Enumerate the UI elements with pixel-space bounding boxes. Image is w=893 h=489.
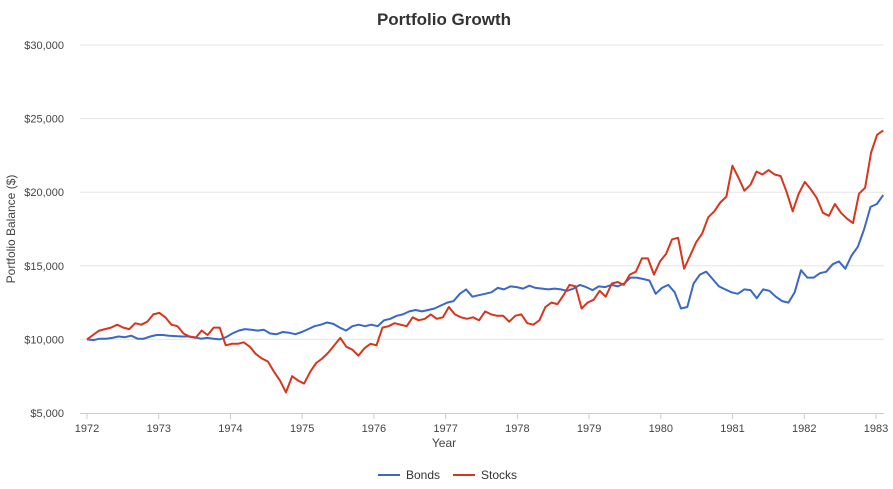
legend: Bonds Stocks xyxy=(378,468,517,482)
x-tick-label: 1980 xyxy=(649,423,673,435)
series-line-bonds xyxy=(86,194,885,342)
legend-label-stocks[interactable]: Stocks xyxy=(481,468,517,482)
series-line-stocks xyxy=(86,129,884,394)
chart-title: Portfolio Growth xyxy=(377,10,511,29)
y-tick-label: $15,000 xyxy=(24,261,64,273)
x-tick-label: 1974 xyxy=(218,423,242,435)
grid-lines xyxy=(80,44,884,340)
x-tick-label: 1981 xyxy=(720,423,744,435)
x-axis: 1972 1973 1974 1975 1976 1977 1978 1979 1980 1981… xyxy=(75,413,888,435)
x-tick-label: 1972 xyxy=(75,423,99,435)
x-tick-label: 1978 xyxy=(505,423,529,435)
x-tick-label: 1982 xyxy=(792,423,816,435)
y-tick-label: $5,000 xyxy=(30,408,64,420)
series-lines xyxy=(86,129,885,394)
x-tick-label: 1979 xyxy=(577,423,601,435)
x-tick-label: 1973 xyxy=(146,423,170,435)
x-tick-label: 1983 xyxy=(864,423,888,435)
y-tick-label: $30,000 xyxy=(24,40,64,52)
x-tick-label: 1975 xyxy=(290,423,314,435)
x-axis-label: Year xyxy=(432,436,456,450)
x-tick-label: 1977 xyxy=(433,423,457,435)
y-axis-ticks: $5,000 $10,000 $15,000 $20,000 $25,000 $30,00… xyxy=(24,40,64,420)
x-tick-label: 1976 xyxy=(362,423,386,435)
legend-label-bonds[interactable]: Bonds xyxy=(406,468,440,482)
y-tick-label: $25,000 xyxy=(24,114,64,126)
y-tick-label: $10,000 xyxy=(24,334,64,346)
y-axis-label: Portfolio Balance ($) xyxy=(4,175,18,284)
y-tick-label: $20,000 xyxy=(24,187,64,199)
